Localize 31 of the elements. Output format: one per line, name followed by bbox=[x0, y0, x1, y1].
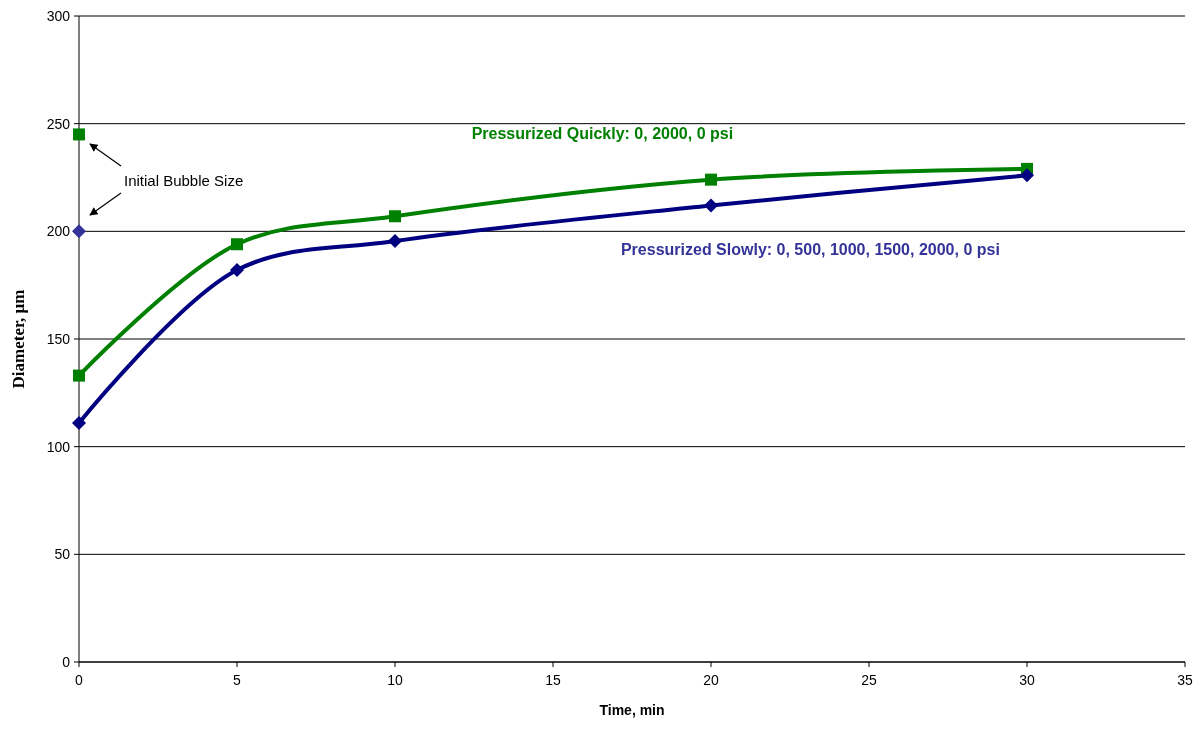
point bbox=[72, 224, 86, 239]
point bbox=[73, 128, 85, 141]
x-tick-label: 25 bbox=[861, 672, 877, 688]
point bbox=[1020, 168, 1034, 183]
annotation: Initial Bubble Size bbox=[124, 172, 244, 189]
y-tick-label: 300 bbox=[46, 7, 71, 24]
point bbox=[389, 210, 401, 223]
y-tick-label: 250 bbox=[46, 115, 71, 132]
text: Pressurized Quickly: 0, 2000, 0 psi bbox=[471, 124, 734, 142]
x-axis-title: Time, min bbox=[599, 702, 665, 718]
point bbox=[388, 234, 402, 249]
y-tick-label: 0 bbox=[62, 653, 71, 670]
point bbox=[705, 173, 717, 186]
x-tick-label: 20 bbox=[703, 672, 719, 688]
point bbox=[231, 238, 243, 251]
x-tick-label: 5 bbox=[233, 672, 242, 688]
y-tick-label: 200 bbox=[46, 223, 71, 240]
y-tick-label: 50 bbox=[54, 546, 71, 563]
x-tick-label: 35 bbox=[1177, 672, 1193, 688]
series-label: Pressurized Slowly: 0, 500, 1000, 1500, 2000, 0 psi bbox=[620, 241, 1000, 259]
x-tick-label: 10 bbox=[387, 672, 403, 688]
x-tick-label: 15 bbox=[545, 672, 561, 688]
y-tick-label: 150 bbox=[46, 330, 71, 347]
point bbox=[72, 415, 86, 430]
x-tick-label: 30 bbox=[1019, 672, 1035, 688]
y-tick-label: 100 bbox=[46, 438, 71, 455]
point bbox=[73, 369, 85, 382]
y-axis-title: Diameter, µm bbox=[9, 289, 28, 389]
point bbox=[704, 198, 718, 213]
x-tick-label: 0 bbox=[75, 672, 84, 688]
point bbox=[230, 263, 244, 278]
